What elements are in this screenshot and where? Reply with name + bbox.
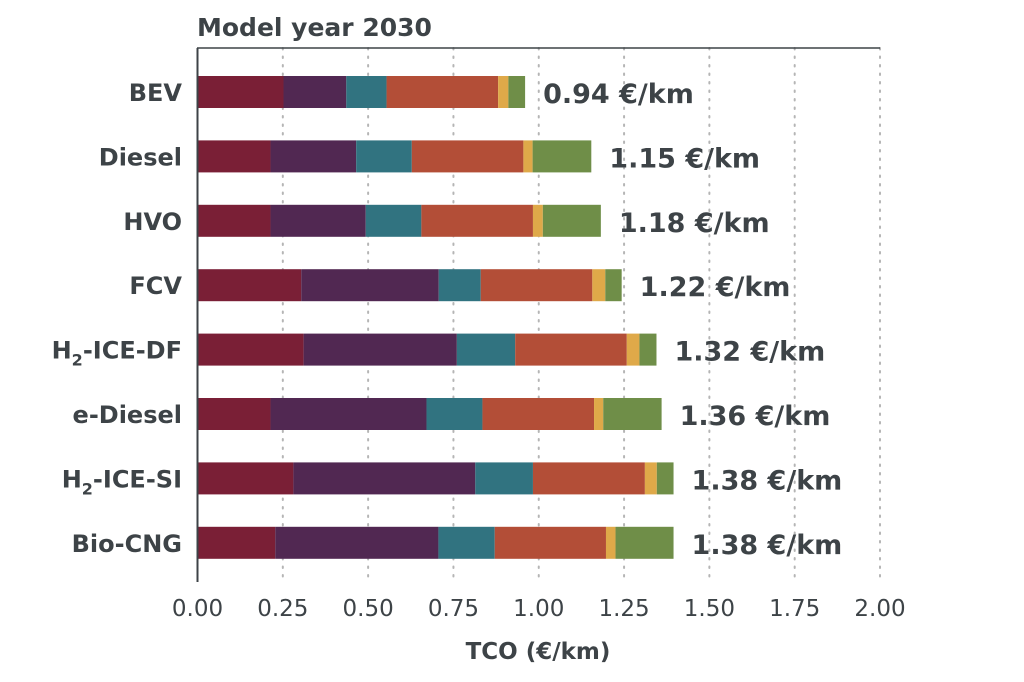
bar-segment (592, 269, 606, 302)
x-tick-label: 0.00 (172, 596, 223, 622)
bar-segment (346, 76, 387, 108)
bar-segment (626, 333, 640, 366)
bar-segment (542, 204, 601, 237)
chart-title: Model year 2030 (197, 13, 432, 42)
category-label: H2-ICE-SI (62, 465, 182, 498)
bar-segment (456, 333, 516, 366)
bar-segment (480, 269, 593, 302)
bar-segment (532, 204, 543, 237)
bar-segment (270, 398, 427, 430)
bar-segment (411, 140, 524, 173)
bars (197, 76, 674, 559)
bar-segment (301, 269, 439, 302)
total-labels: 0.94 €/km 1.15 €/km 1.18 €/km 1.22 €/km 1.32… (543, 79, 842, 561)
bar-segment (656, 462, 674, 495)
total-label: 0.94 €/km (543, 79, 694, 110)
total-label: 1.15 €/km (609, 143, 760, 174)
category-label: Bio-CNG (72, 530, 182, 558)
category-label: BEV (129, 79, 183, 107)
bar-segment (603, 398, 662, 430)
category-label: HVO (123, 208, 182, 236)
bar-segment (475, 462, 533, 495)
x-tick-label: 1.50 (684, 596, 735, 622)
bar-segment (356, 140, 412, 173)
bar-segment (386, 76, 499, 108)
total-label: 1.36 €/km (680, 401, 831, 432)
bar-segment (532, 462, 645, 495)
total-label: 1.32 €/km (674, 337, 825, 368)
x-tick-label: 1.75 (769, 596, 820, 622)
x-tick-label: 1.25 (598, 596, 649, 622)
bar-segment (197, 462, 294, 495)
category-label: Diesel (99, 143, 182, 171)
bar-segment (270, 204, 366, 237)
bar-segment (615, 526, 674, 559)
total-label: 1.38 €/km (692, 530, 843, 561)
bar-segment (438, 269, 481, 302)
bar-segment (438, 526, 495, 559)
bar-segment (494, 526, 606, 559)
bar-segment (523, 140, 533, 173)
bar-segment (197, 398, 271, 430)
x-tick-label: 0.50 (343, 596, 394, 622)
bar-segment (293, 462, 476, 495)
bar-segment (275, 526, 439, 559)
total-label: 1.22 €/km (640, 272, 791, 303)
bar-segment (644, 462, 657, 495)
category-labels: BEV Diesel HVO FCV H2-ICE-DF e-Diesel H2-ICE-S… (52, 79, 183, 558)
x-tick-label: 2.00 (854, 596, 905, 622)
total-label: 1.18 €/km (619, 208, 770, 239)
x-tick-label: 0.25 (257, 596, 308, 622)
x-tick-label: 0.75 (428, 596, 479, 622)
bar-segment (270, 140, 357, 173)
bar-segment (197, 204, 271, 237)
bar-segment (482, 398, 595, 430)
category-label: H2-ICE-DF (52, 337, 182, 370)
bar-segment (283, 76, 347, 108)
total-label: 1.38 €/km (692, 465, 843, 496)
bar-segment (197, 140, 271, 173)
bar-segment (197, 526, 276, 559)
bar-segment (197, 333, 304, 366)
bar-segment (365, 204, 422, 237)
bar-segment (639, 333, 657, 366)
x-tick-labels: 0.00 0.25 0.50 0.75 1.00 1.25 1.50 1.75 2.00 (172, 596, 906, 622)
bar-segment (197, 269, 302, 302)
category-label: FCV (129, 272, 182, 300)
bar-segment (197, 76, 284, 108)
bar-segment (605, 526, 616, 559)
bar-segment (605, 269, 622, 302)
bar-segment (515, 333, 627, 366)
bar-segment (532, 140, 592, 173)
bar-segment (508, 76, 526, 108)
gridlines (281, 47, 881, 583)
bar-segment (426, 398, 483, 430)
category-label: e-Diesel (73, 401, 182, 429)
bar-segment (303, 333, 457, 366)
bar-segment (421, 204, 533, 237)
bar-segment (498, 76, 509, 108)
bar-segment (594, 398, 604, 430)
x-tick-label: 1.00 (513, 596, 564, 622)
x-axis-label: TCO (€/km) (466, 639, 611, 665)
